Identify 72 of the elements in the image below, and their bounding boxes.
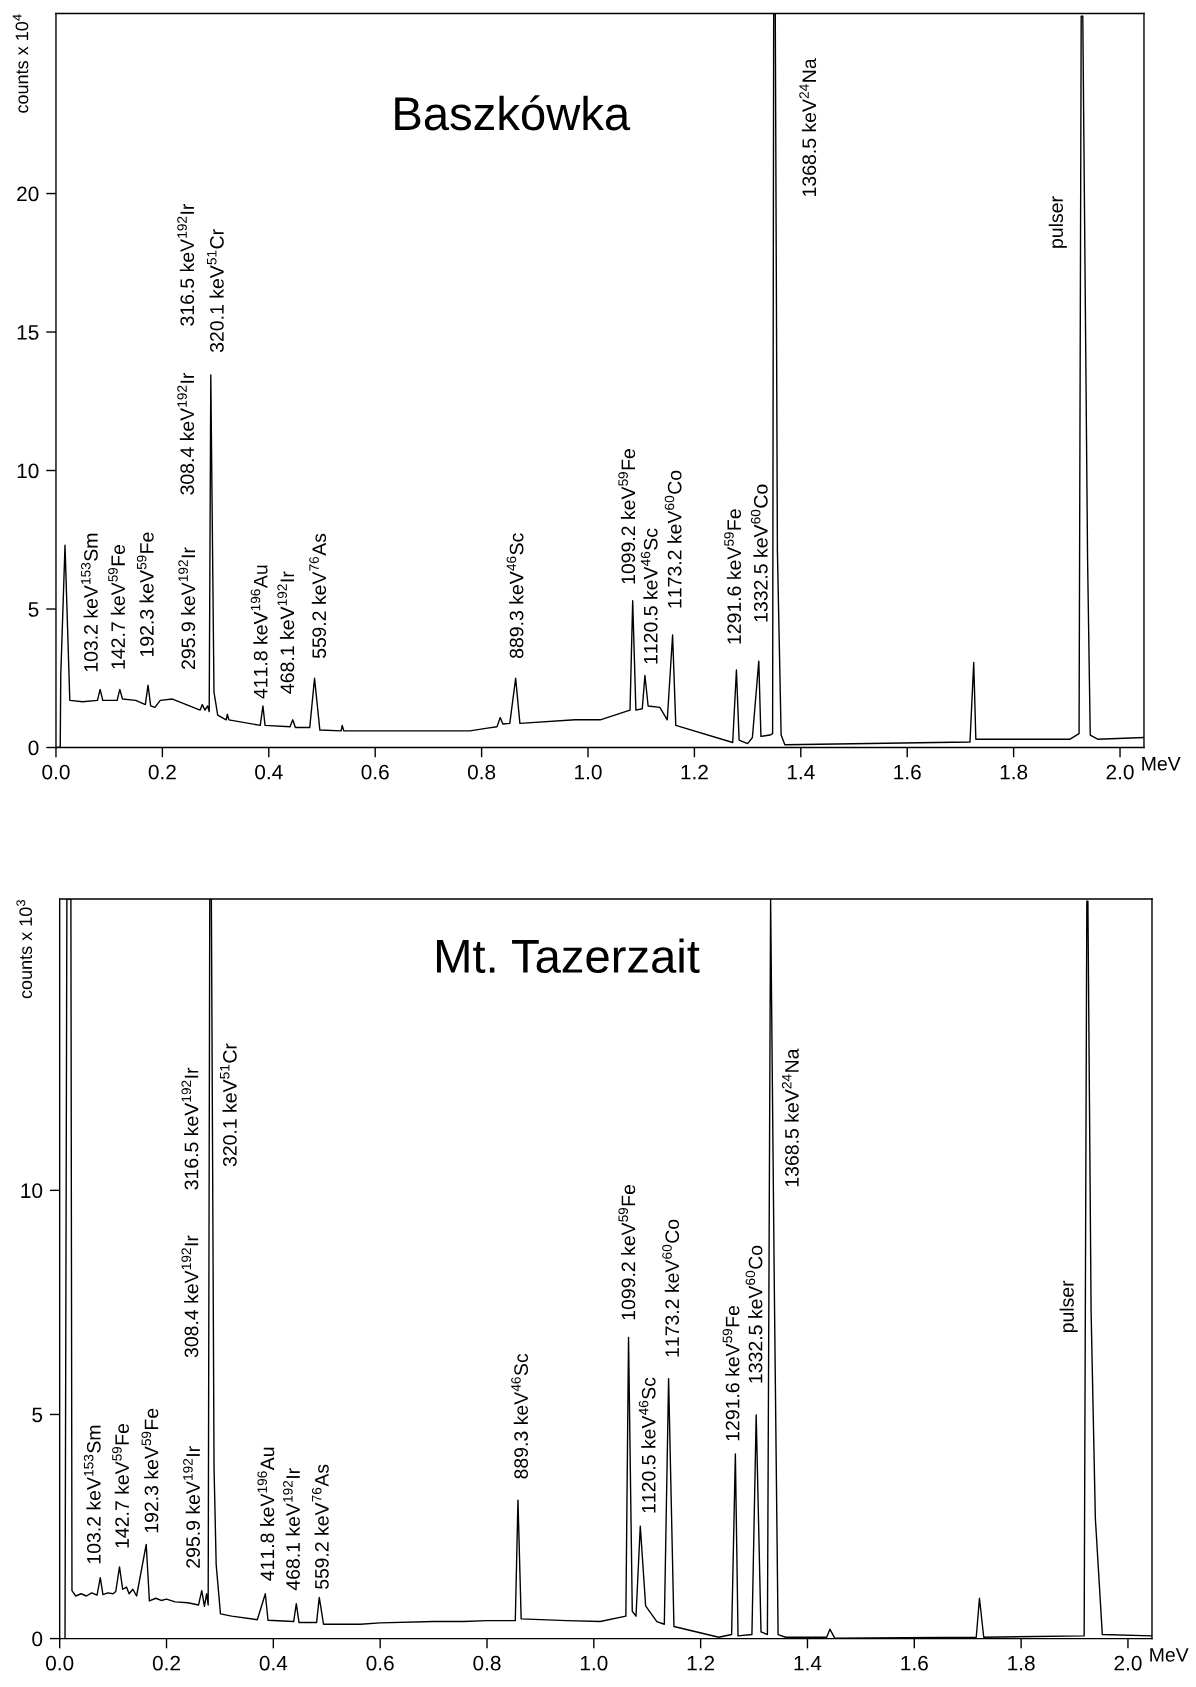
annotation: 103.2 keV$^{153}$Sm bbox=[80, 533, 98, 672]
annotation: 1120.5 keV$^{46}$Sc bbox=[638, 1377, 656, 1513]
y-tick-label: 15 bbox=[17, 325, 39, 340]
annotation: 142.7 keV$^{59}$Fe bbox=[112, 1423, 129, 1548]
annotation: 316.5 keV$^{192}$Ir bbox=[181, 1067, 199, 1190]
annotation: 1173.2 keV$^{60}$Co bbox=[664, 470, 682, 608]
text: Mt. Tazerzait bbox=[436, 938, 700, 974]
annotation: 142.7 keV$^{59}$Fe bbox=[108, 544, 126, 669]
annotation: 320.1 keV$^{51}$Cr bbox=[207, 229, 224, 353]
x-tick-label: 0.8 bbox=[473, 1655, 501, 1671]
annotation: pulser bbox=[1059, 1280, 1078, 1333]
x-tick-label: 1.0 bbox=[580, 1655, 608, 1671]
annotation: 192.3 keV$^{59}$Fe bbox=[141, 1408, 159, 1533]
annotation: 308.4 keV$^{192}$Ir bbox=[181, 1235, 199, 1358]
annotation: 1291.6 keV$^{59}$Fe bbox=[722, 1305, 740, 1441]
annotation: 889.3 keV$^{46}$Sc bbox=[511, 1353, 529, 1479]
x-tick-label: 0.6 bbox=[366, 1655, 394, 1671]
annotation: 1099.2 keV$^{59}$Fe bbox=[618, 1184, 636, 1320]
x-tick-label: 1.2 bbox=[687, 1655, 715, 1671]
annotation: 1332.5 keV$^{60}$Co bbox=[750, 484, 768, 622]
x-tick-label: 1.8 bbox=[1008, 1655, 1035, 1671]
y-tick-label: 10 bbox=[17, 463, 39, 479]
annotation: 1099.2 keV$^{59}$Fe bbox=[618, 449, 636, 584]
annotation: 192.3 keV$^{59}$Fe bbox=[136, 532, 154, 657]
x-tick-label: 0.8 bbox=[467, 764, 496, 780]
annotation: 468.1 keV$^{192}$Ir bbox=[277, 571, 295, 694]
annotation: pulser bbox=[1048, 196, 1067, 248]
annotation: 295.9 keV$^{192}$Ir bbox=[183, 1446, 200, 1568]
x-tick-label: 2.0 bbox=[1114, 1655, 1142, 1671]
annotation: 1173.2 keV$^{60}$Co bbox=[662, 1219, 680, 1357]
y-tick-label: 20 bbox=[17, 186, 39, 202]
y-axis-title: counts x 10$^{4}$ bbox=[12, 14, 29, 113]
text: Baszkówka bbox=[395, 95, 631, 131]
x-axis-title: MeV bbox=[1150, 1648, 1189, 1662]
x-tick-label: 0.4 bbox=[259, 1655, 288, 1671]
x-tick-label: 0.2 bbox=[152, 1655, 180, 1671]
y-axis-title: counts x 10$^{3}$ bbox=[16, 900, 33, 999]
x-tick-label: 1.4 bbox=[787, 764, 815, 780]
annotation: 308.4 keV$^{192}$Ir bbox=[177, 372, 195, 495]
annotation: 1120.5 keV$^{46}$Sc bbox=[640, 528, 658, 664]
x-tick-label: 0.0 bbox=[42, 764, 70, 780]
annotation: 1291.6 keV$^{59}$Fe bbox=[724, 509, 742, 644]
x-tick-label: 1.6 bbox=[894, 764, 921, 780]
x-tick-label: 0.6 bbox=[361, 764, 389, 780]
x-tick-label: 1.8 bbox=[1000, 764, 1028, 780]
annotation: 1368.5 keV$^{24}$Na bbox=[781, 1048, 799, 1187]
y-tick-label: 0 bbox=[32, 1631, 43, 1647]
annotation: 559.2 keV$^{76}$As bbox=[311, 1464, 329, 1589]
annotation: 411.8 keV$^{196}$Au bbox=[257, 1447, 275, 1581]
x-tick-label: 1.4 bbox=[794, 1656, 822, 1671]
annotation: 1332.5 keV$^{60}$Co bbox=[745, 1245, 763, 1383]
x-tick-label: 1.0 bbox=[575, 764, 602, 780]
x-tick-label: 1.6 bbox=[901, 1655, 928, 1671]
x-tick-label: 1.2 bbox=[681, 764, 708, 780]
annotation: 468.1 keV$^{192}$Ir bbox=[283, 1468, 300, 1591]
annotation: 316.5 keV$^{192}$Ir bbox=[177, 203, 195, 326]
annotation: 103.2 keV$^{153}$Sm bbox=[83, 1425, 101, 1564]
annotation: 559.2 keV$^{76}$As bbox=[309, 533, 327, 659]
annotation: 320.1 keV$^{51}$Cr bbox=[220, 1043, 237, 1167]
y-tick-label: 5 bbox=[32, 1407, 43, 1423]
x-axis-title: MeV bbox=[1142, 757, 1181, 771]
annotation: 295.9 keV$^{192}$Ir bbox=[178, 547, 196, 669]
y-tick-label: 0 bbox=[28, 740, 39, 756]
x-tick-label: 0.2 bbox=[148, 764, 176, 780]
y-tick-label: 5 bbox=[28, 602, 39, 617]
x-tick-label: 0.0 bbox=[46, 1655, 74, 1671]
x-tick-label: 0.4 bbox=[255, 764, 283, 780]
y-tick-label: 10 bbox=[21, 1183, 43, 1199]
annotation: 411.8 keV$^{196}$Au bbox=[250, 565, 268, 699]
x-tick-label: 2.0 bbox=[1106, 764, 1134, 780]
annotation: 889.3 keV$^{46}$Sc bbox=[506, 533, 524, 658]
annotation: 1368.5 keV$^{24}$Na bbox=[799, 58, 817, 196]
